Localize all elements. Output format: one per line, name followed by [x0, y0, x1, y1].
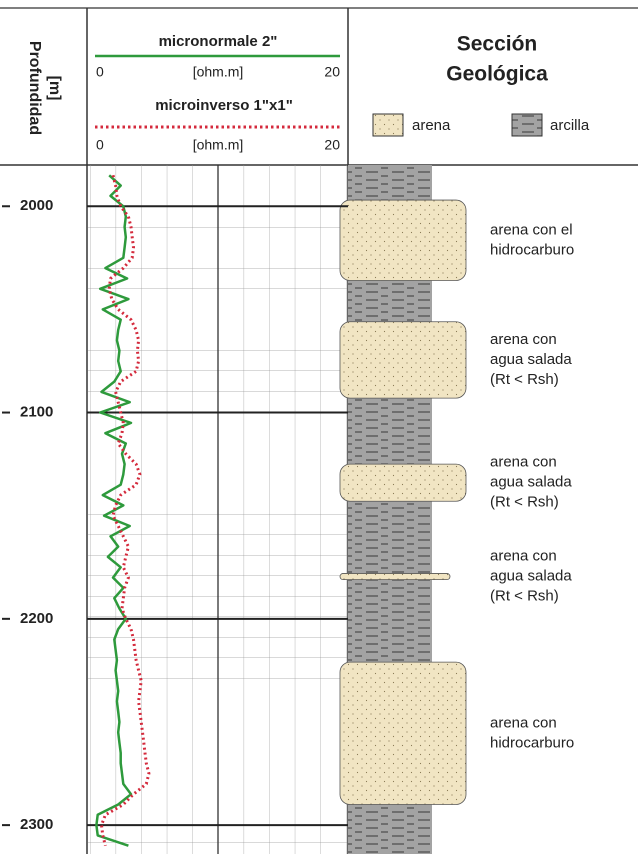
annotation: (Rt < Rsh) [490, 494, 559, 511]
annotation: arena con el [490, 221, 573, 238]
section-title: Geológica [446, 63, 548, 86]
clay-layer [348, 165, 432, 201]
legend-label: arcilla [550, 117, 590, 134]
log-curve [100, 174, 151, 847]
legend-swatch [372, 113, 404, 137]
legend-label: micronormale 2" [159, 33, 278, 50]
depth-header: Profundidad [m] [26, 41, 63, 135]
clay-layer [348, 804, 432, 854]
axis-max: 20 [324, 137, 340, 153]
sand-layer [339, 661, 467, 805]
annotation: arena con [490, 454, 557, 471]
annotation: (Rt < Rsh) [490, 588, 559, 605]
plot: 2000 2100 2200 2300 [2, 174, 348, 847]
axis-min: 0 [96, 137, 104, 153]
annotation: agua salada [490, 474, 572, 491]
clay-layer [348, 579, 432, 663]
y-tick-label: 2200 [20, 610, 53, 627]
annotation: agua salada [490, 568, 572, 585]
sand-layer [339, 463, 467, 502]
y-tick-label: 2100 [20, 404, 53, 421]
annotation: arena con [490, 714, 557, 731]
depth-label: Profundidad [26, 41, 43, 135]
axis-unit: [ohm.m] [193, 64, 244, 80]
annotation: arena con [490, 548, 557, 565]
axis-max: 20 [324, 64, 340, 80]
y-tick-label: 2000 [20, 197, 53, 214]
annotation: arena con [490, 331, 557, 348]
sand-layer [339, 321, 467, 399]
clay-layer [348, 280, 432, 322]
axis-min: 0 [96, 64, 104, 80]
annotation: agua salada [490, 351, 572, 368]
log-curve [95, 174, 133, 847]
clay-layer [348, 501, 432, 574]
annotation: (Rt < Rsh) [490, 371, 559, 388]
legend-label: microinverso 1"x1" [155, 97, 293, 114]
clay-layer [348, 398, 432, 465]
y-tick-label: 2300 [20, 816, 53, 833]
sand-layer [339, 573, 451, 581]
annotation: hidrocarburo [490, 241, 574, 258]
sand-layer [339, 199, 467, 281]
log-header: micronormale 2" 0 [ohm.m] 20 microinvers… [95, 33, 340, 153]
section-header: Sección Geológica arena arcilla [372, 33, 590, 137]
axis-unit: [ohm.m] [193, 137, 244, 153]
legend-label: arena [412, 117, 451, 134]
section-layers: arena con el hidrocarburo arena con agua sa… [339, 165, 574, 854]
depth-unit: [m] [46, 76, 63, 101]
annotation: hidrocarburo [490, 734, 574, 751]
section-title: Sección [457, 33, 538, 56]
legend-swatch [511, 113, 543, 137]
